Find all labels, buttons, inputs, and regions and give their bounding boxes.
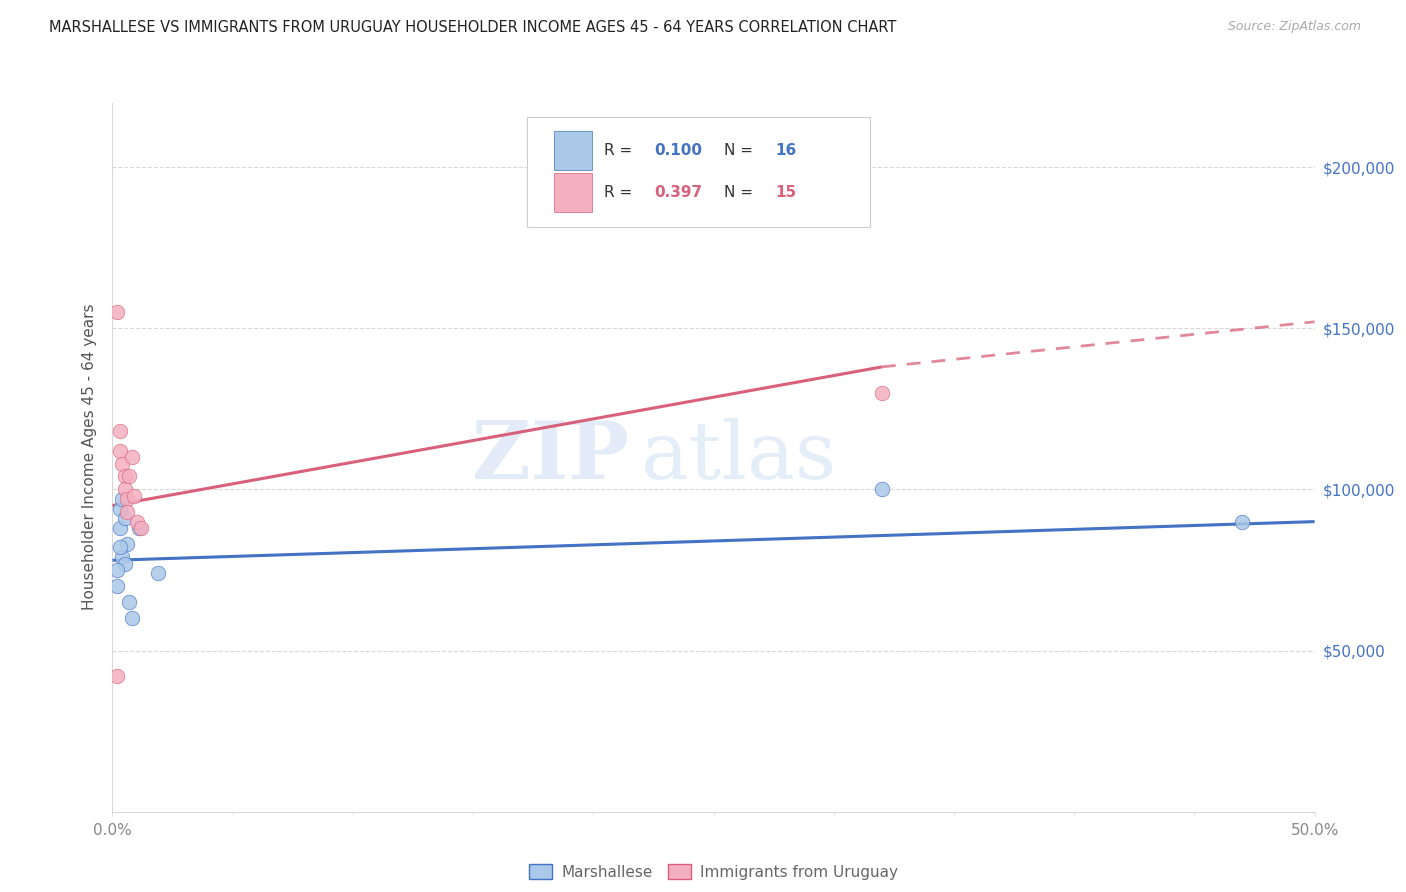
Point	[115, 505, 138, 519]
Point	[121, 450, 143, 464]
Text: 16: 16	[775, 143, 796, 158]
FancyBboxPatch shape	[554, 173, 592, 212]
Text: atlas: atlas	[641, 418, 837, 496]
Text: MARSHALLESE VS IMMIGRANTS FROM URUGUAY HOUSEHOLDER INCOME AGES 45 - 64 YEARS COR: MARSHALLESE VS IMMIGRANTS FROM URUGUAY H…	[49, 20, 897, 35]
Text: ZIP: ZIP	[472, 418, 630, 496]
Point	[146, 566, 169, 581]
Point	[108, 541, 131, 555]
Text: 15: 15	[775, 186, 796, 201]
FancyBboxPatch shape	[554, 131, 592, 170]
Text: R =: R =	[605, 186, 637, 201]
Text: Source: ZipAtlas.com: Source: ZipAtlas.com	[1227, 20, 1361, 33]
Point	[131, 521, 153, 535]
Point	[105, 563, 128, 577]
Point	[114, 483, 136, 497]
FancyBboxPatch shape	[527, 117, 870, 227]
Point	[114, 511, 136, 525]
Point	[870, 385, 893, 400]
Legend: Marshallese, Immigrants from Uruguay: Marshallese, Immigrants from Uruguay	[523, 857, 904, 886]
Text: 0.100: 0.100	[655, 143, 703, 158]
Point	[870, 483, 893, 497]
Text: N =: N =	[724, 186, 758, 201]
Point	[105, 305, 128, 319]
Y-axis label: Householder Income Ages 45 - 64 years: Householder Income Ages 45 - 64 years	[82, 304, 97, 610]
Point	[115, 491, 138, 506]
Point	[111, 457, 134, 471]
Point	[121, 611, 143, 625]
Point	[118, 595, 141, 609]
Point	[111, 491, 134, 506]
Text: R =: R =	[605, 143, 637, 158]
Point	[114, 557, 136, 571]
Point	[1232, 515, 1254, 529]
Point	[111, 550, 134, 565]
Text: 0.397: 0.397	[655, 186, 703, 201]
Point	[105, 579, 128, 593]
Point	[122, 489, 145, 503]
Point	[105, 669, 128, 683]
Point	[108, 521, 131, 535]
Text: N =: N =	[724, 143, 758, 158]
Point	[118, 469, 141, 483]
Point	[125, 515, 148, 529]
Point	[108, 501, 131, 516]
Point	[108, 425, 131, 439]
Point	[115, 537, 138, 551]
Point	[108, 443, 131, 458]
Point	[114, 469, 136, 483]
Point	[128, 521, 150, 535]
